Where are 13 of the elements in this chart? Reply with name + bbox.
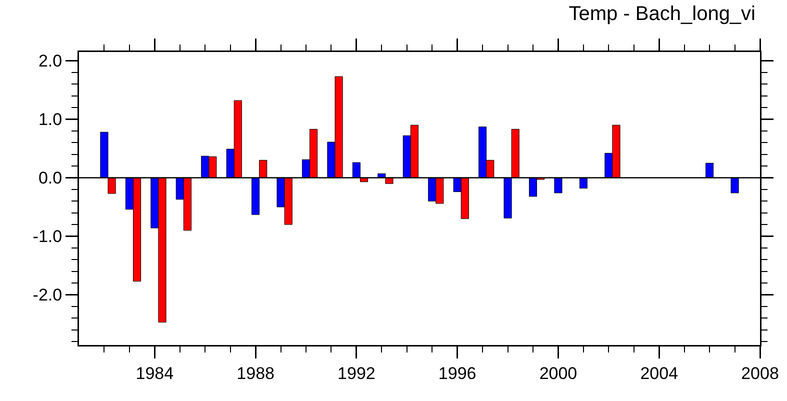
x-tick-label: 2008 [741,364,779,383]
y-tick-label: 0.0 [38,168,62,188]
y-tick-label: 2.0 [38,52,62,71]
x-tick-label: 1996 [438,364,476,383]
y-tick-label: -2.0 [32,286,62,305]
x-tick-label: 1984 [136,364,174,383]
y-tick-label: -1.0 [32,227,62,246]
chart-title: Temp - Bach_long_vi [568,3,756,26]
x-tick-label: 2000 [539,364,578,383]
x-tick-label: 2004 [640,364,678,383]
x-tick-label: 1988 [236,364,274,383]
y-tick-label: 1.0 [38,110,62,130]
x-tick-label: 1992 [338,364,376,383]
